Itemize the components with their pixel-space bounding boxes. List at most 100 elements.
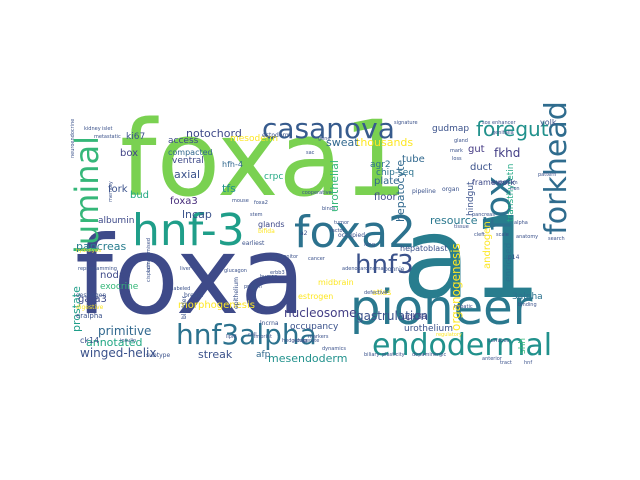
word-stem: stem	[250, 212, 263, 218]
word-cloud: foxa1 foxa a1 pioneer hnf-3 foxa2 casano…	[68, 101, 574, 366]
word-glucagon: glucagon	[224, 268, 247, 274]
word-islet: islet	[102, 126, 113, 132]
word-insulin: insulin	[120, 338, 137, 344]
word-digestive: digestive	[76, 304, 104, 311]
word-endoderm: endoderm	[492, 180, 518, 186]
word-ck14: ck14	[80, 336, 100, 345]
word-pancreas: pancreas	[76, 240, 127, 253]
word-ectoderm: ectoderm	[262, 132, 291, 139]
word-floor: floor	[374, 192, 397, 203]
word-a2: a2	[300, 230, 308, 237]
word-scale: scale	[496, 232, 509, 238]
word-imprint: imprint	[254, 334, 273, 340]
word-earliest: earliest	[242, 240, 265, 247]
word-hnf: hnf	[524, 360, 533, 366]
word-dopaminergic: dopaminergic	[412, 352, 447, 358]
word-yolk: yolk	[540, 118, 557, 127]
word-metastatic: metastatic	[94, 134, 121, 140]
word-chip-seq: chip-seq	[376, 168, 415, 178]
word-search: search	[548, 236, 565, 242]
word-endodermal: endodermal	[372, 328, 553, 363]
word-pipeline: pipeline	[412, 188, 436, 195]
word-bonnie: bonnie	[384, 266, 405, 273]
word-notochord: notochord	[186, 127, 242, 140]
word-foxa: foxa	[75, 214, 306, 339]
word-urothelial: urothelial	[328, 160, 341, 212]
word-casanova: casanova	[262, 112, 395, 145]
word-nucleosome: nucleosome	[284, 306, 357, 320]
word-biliary: biliary	[364, 352, 380, 358]
word-foxa1: foxa1	[120, 98, 409, 220]
word-organogenesis: organogenesis	[449, 243, 463, 331]
word-lung: lung	[364, 242, 375, 248]
word-estrogen: estrogen	[298, 292, 334, 301]
word-gene: gene	[318, 136, 331, 142]
word-breast: breast	[184, 292, 203, 299]
word-pancreas-small: pancreas	[472, 212, 495, 218]
word-fork: fork	[108, 184, 128, 195]
word-shh: shh	[518, 337, 528, 354]
word-anatomy: anatomy	[516, 234, 539, 240]
word-box: box	[120, 148, 139, 159]
word-oestrogen: oestrogen	[76, 292, 107, 299]
word-duct: duct	[470, 162, 493, 173]
word-mesendoderm: mesendoderm	[268, 352, 348, 365]
word-streak: streak	[198, 348, 233, 361]
word-adenocarcinoma: adenocarcinoma	[342, 266, 384, 272]
word-nodal: nodal	[100, 270, 128, 281]
word-axial: axial	[174, 168, 201, 181]
word-crpc: crpc	[264, 172, 284, 182]
word-urothelium: urothelium	[404, 324, 453, 334]
word-cooperative: cooperative	[302, 190, 332, 196]
word-pioneer: pioneer	[350, 280, 533, 336]
word-hnf-3: hnf-3	[132, 205, 245, 256]
word-hnf3: hnf3	[355, 250, 414, 280]
word-tumor: tumor	[334, 220, 350, 226]
word-plate: plate	[374, 176, 400, 187]
word-foregut: foregut	[476, 117, 549, 141]
word-mouse: mouse	[232, 198, 249, 204]
word-fkhd: fkhd	[494, 146, 521, 160]
word-kidney: kidney	[84, 126, 101, 132]
word-hepatoblast: hepatoblast	[400, 244, 448, 253]
word-sac: sac	[306, 150, 315, 156]
word-framework: framework	[472, 178, 516, 187]
word-compromised: compromised	[146, 238, 152, 272]
word-androgen: androgen	[482, 221, 493, 269]
word-occupied: occupied	[338, 232, 366, 239]
word-progenitor: progenitor	[272, 254, 299, 260]
word-transthyretin: transthyretin	[506, 163, 516, 222]
word-tfs: tfs	[222, 182, 236, 195]
word-memory: memory	[108, 181, 114, 202]
word-primitive: primitive	[98, 324, 152, 338]
word-loss: loss	[452, 156, 462, 162]
word-occupancy: occupancy	[290, 322, 339, 332]
word-cooperate: cooperate	[294, 338, 320, 344]
word-morphogenesis: morphogenesis	[178, 300, 255, 311]
word-upk3a: upk3a	[402, 312, 427, 321]
word-lncrna: lncrna	[260, 320, 279, 327]
word-erbb3: erbb3	[270, 270, 285, 276]
word-sweat: sweat	[326, 136, 359, 149]
word-ventral: ventral	[172, 156, 204, 166]
word-pattern: pattern	[538, 172, 557, 178]
word-subtype: subtype	[146, 352, 171, 359]
word-tissue: tissue	[454, 224, 469, 230]
word-ki67: ki67	[126, 132, 146, 142]
word-regulatory: regulatory	[436, 332, 462, 338]
word-bladder: bladder	[181, 296, 188, 319]
word-gata3: gata3	[78, 294, 107, 305]
word-hnf3alpha: hnf3alpha	[176, 318, 317, 351]
word-gastrulation: gastrulation	[356, 309, 429, 323]
word-surfaces: surfaces	[488, 338, 510, 344]
word-agr2: agr2	[370, 160, 391, 170]
word-exocrine: exocrine	[100, 282, 139, 292]
word-enriched: enriched	[504, 242, 514, 282]
word-winged-helix: winged-helix	[80, 346, 157, 360]
word-a1: a1	[402, 194, 542, 324]
word-signature: signature	[394, 120, 418, 126]
word-liver: liver	[180, 266, 191, 272]
word-sox: sox	[482, 120, 491, 126]
word-plasticity: plasticity	[382, 352, 405, 358]
word-foxa2-small: foxa2	[254, 200, 268, 206]
